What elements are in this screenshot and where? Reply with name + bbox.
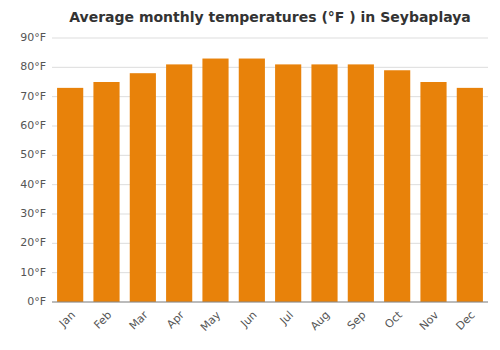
grid-line xyxy=(52,302,488,303)
x-tick-label: Aug xyxy=(308,309,332,333)
grid xyxy=(52,38,488,302)
bar xyxy=(275,64,301,302)
bars xyxy=(57,59,483,302)
grid-line xyxy=(52,38,488,39)
y-tick-label: 70°F xyxy=(20,90,46,103)
y-tick-label: 90°F xyxy=(20,31,46,44)
bar xyxy=(348,64,374,302)
chart: 0°F 10°F 20°F 30°F 40°F 50°F 60°F 70°F 80°F 90°F J… xyxy=(0,0,500,350)
bar xyxy=(130,73,156,302)
x-tick-label: Sep xyxy=(345,309,369,333)
x-tick-label: Jan xyxy=(56,309,78,331)
x-tick-label: Jul xyxy=(277,309,296,328)
x-tick-label: Feb xyxy=(91,309,114,332)
y-tick-label: 60°F xyxy=(20,119,46,132)
x-axis-line xyxy=(52,302,488,303)
x-tick-label: Mar xyxy=(127,308,151,332)
x-axis: Jan Feb Mar Apr May Jun Jul Aug Sep Oct Nov Dec xyxy=(56,308,478,334)
y-tick-label: 20°F xyxy=(20,236,46,249)
x-tick-label: Apr xyxy=(164,308,187,331)
y-axis: 0°F 10°F 20°F 30°F 40°F 50°F 60°F 70°F 80°F 90°F xyxy=(20,31,46,308)
x-tick-label: May xyxy=(198,308,224,334)
y-tick-label: 40°F xyxy=(20,178,46,191)
grid-line xyxy=(52,67,488,68)
y-tick-label: 10°F xyxy=(20,266,46,279)
bar xyxy=(57,88,83,302)
y-tick-label: 80°F xyxy=(20,60,46,73)
x-tick-label: Oct xyxy=(382,308,405,331)
chart-container: 0°F 10°F 20°F 30°F 40°F 50°F 60°F 70°F 80°F 90°F J… xyxy=(0,0,500,350)
bar xyxy=(202,59,228,302)
bar xyxy=(239,59,265,302)
y-tick-label: 0°F xyxy=(27,295,46,308)
x-tick-label: Jun xyxy=(238,309,260,331)
bar xyxy=(166,64,192,302)
title: Average monthly temperatures (°F ) in Se… xyxy=(69,9,471,25)
bar xyxy=(311,64,337,302)
bar xyxy=(457,88,483,302)
y-tick-label: 50°F xyxy=(20,148,46,161)
bar xyxy=(420,82,446,302)
bar xyxy=(384,70,410,302)
x-tick-label: Dec xyxy=(453,309,477,333)
bar xyxy=(93,82,119,302)
y-tick-label: 30°F xyxy=(20,207,46,220)
x-tick-label: Nov xyxy=(417,308,442,333)
